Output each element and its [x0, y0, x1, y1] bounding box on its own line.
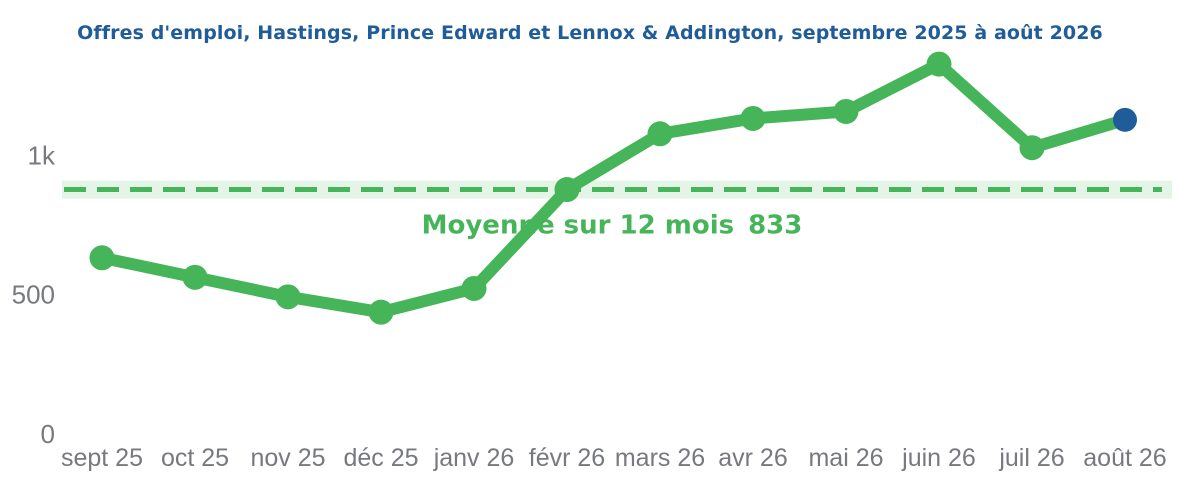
series-points [89, 51, 1137, 325]
y-tick-label: 0 [41, 419, 55, 449]
average-band [62, 180, 1172, 199]
y-tick-label: 1k [28, 140, 56, 170]
data-point [182, 264, 208, 290]
x-tick-label: août 26 [1083, 444, 1166, 472]
x-tick-label: janv 26 [433, 444, 515, 472]
x-tick-label: sept 25 [61, 444, 143, 472]
data-point [1019, 135, 1045, 161]
x-tick-label: juin 26 [901, 444, 976, 472]
data-point [461, 275, 487, 301]
average-label-value: 833 [748, 211, 802, 241]
x-tick-label: déc 25 [343, 444, 418, 472]
y-tick-label: 500 [12, 280, 55, 310]
data-point [89, 245, 115, 271]
chart-title: Offres d'emploi, Hastings, Prince Edward… [77, 22, 1103, 44]
x-tick-label: juil 26 [998, 444, 1064, 472]
average-label-text: Moyenne sur 12 mois [422, 211, 734, 241]
data-point [554, 177, 580, 203]
data-point [368, 299, 394, 325]
x-tick-label: mars 26 [615, 444, 705, 472]
x-tick-label: oct 25 [161, 444, 229, 472]
x-tick-label: nov 25 [250, 444, 325, 472]
data-point [647, 121, 673, 147]
data-point [833, 98, 859, 124]
series-line [96, 58, 1131, 319]
data-point-highlight [1113, 107, 1137, 132]
x-tick-label: mai 26 [808, 444, 883, 472]
average-label: Moyenne sur 12 mois 833 [422, 211, 803, 241]
x-axis-ticks: sept 25 oct 25 nov 25 déc 25 janv 26 févr 26 m… [61, 444, 1167, 472]
data-point [926, 51, 952, 77]
x-tick-label: févr 26 [529, 444, 605, 472]
x-tick-label: avr 26 [718, 444, 787, 472]
data-point [740, 105, 766, 131]
data-point [275, 284, 301, 310]
y-axis-ticks: 0 500 1k [12, 140, 56, 449]
